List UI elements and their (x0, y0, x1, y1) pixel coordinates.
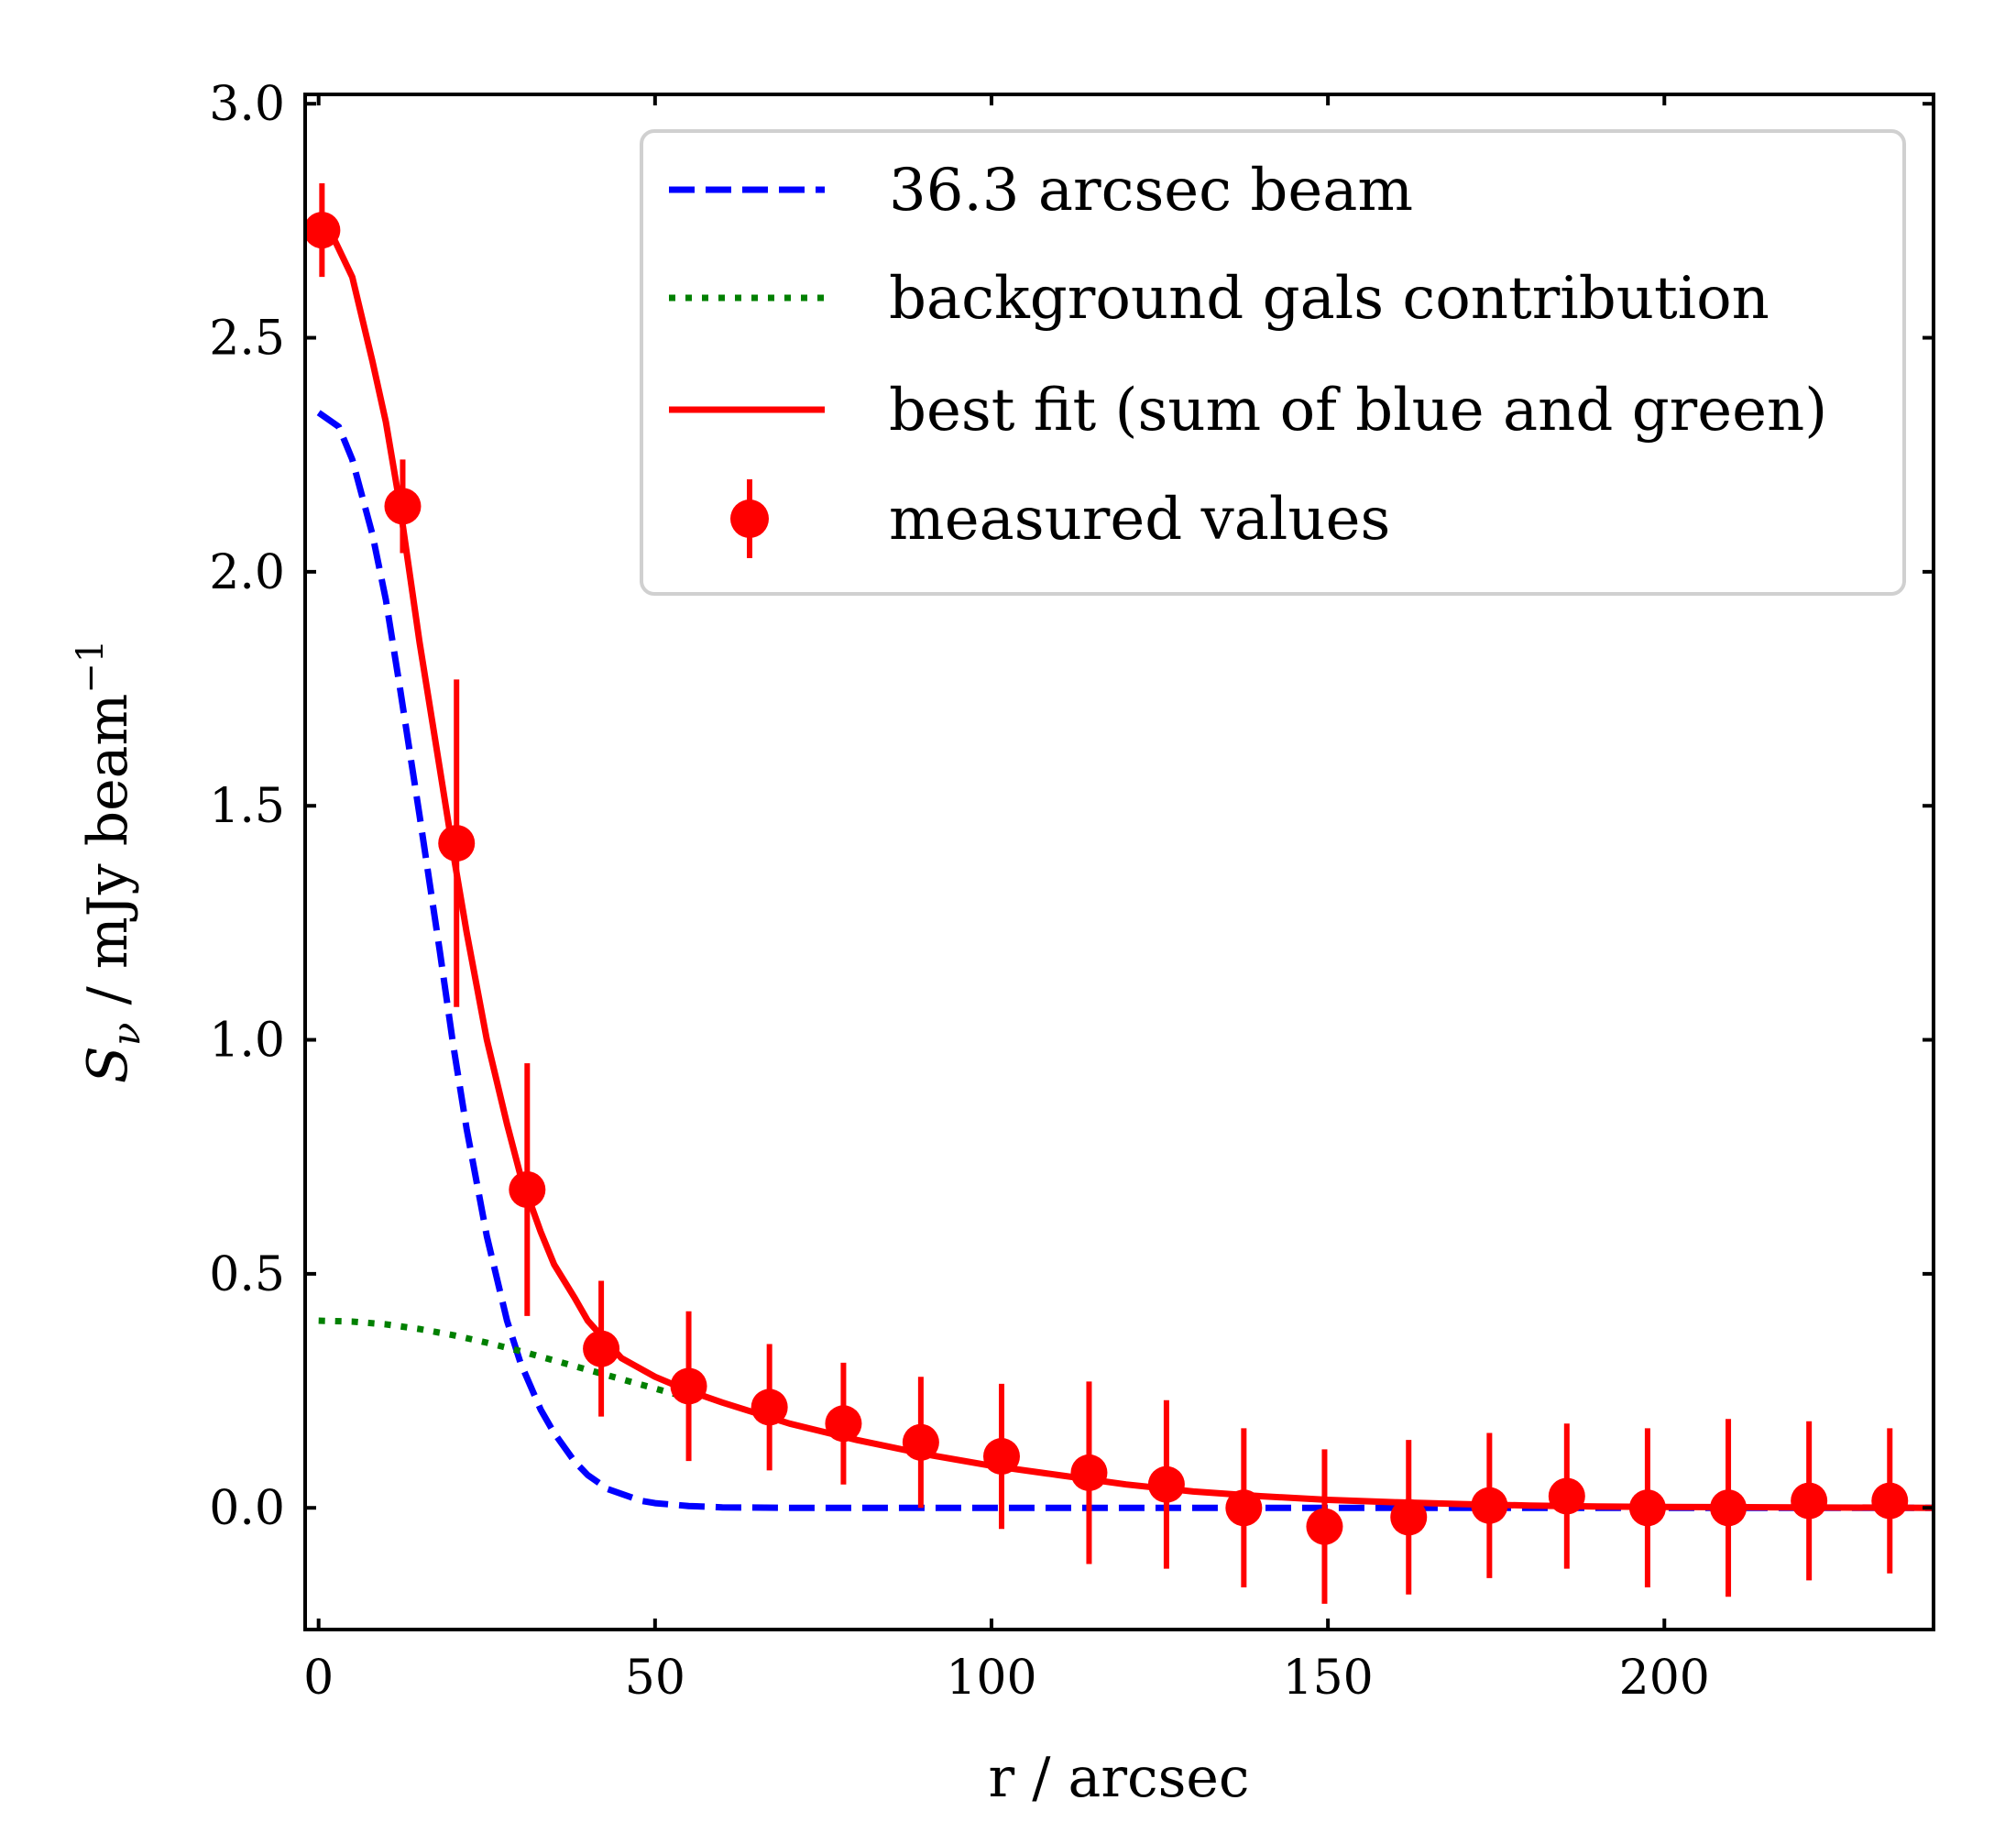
x-tick-label: 200 (1619, 1651, 1710, 1706)
data-point (825, 1405, 862, 1443)
background-curve (318, 1317, 690, 1401)
y-tick-label: 1.5 (209, 779, 285, 834)
x-tick-labels: 0 50 100 150 200 (303, 1651, 1710, 1706)
legend-label-background: background gals contribution (889, 265, 1769, 333)
legend-box (640, 129, 1906, 596)
y-label-superscript: −1 (70, 640, 112, 694)
data-point (438, 825, 476, 862)
y-tick-label: 2.0 (209, 545, 285, 600)
y-label-subscript: ν (104, 1023, 148, 1047)
y-axis-label: Sν / mJy beam−1 (70, 640, 148, 1083)
svg-text:Sν / mJy beam−1: Sν / mJy beam−1 (70, 640, 148, 1083)
plot-area (305, 183, 1934, 1604)
data-point (1791, 1482, 1828, 1520)
y-tick-label: 3.0 (209, 77, 285, 132)
data-point (1306, 1508, 1343, 1545)
y-tick-label: 0.0 (209, 1481, 285, 1536)
x-tick-label: 0 (303, 1651, 334, 1706)
x-tick-label: 50 (625, 1651, 685, 1706)
data-point (384, 488, 422, 525)
y-tick-label: 2.5 (209, 312, 285, 367)
data-point (509, 1170, 546, 1208)
legend-label-beam: 36.3 arcsec beam (889, 157, 1413, 225)
beam-curve (316, 410, 1934, 1511)
y-tick-labels: 0.0 0.5 1.0 1.5 2.0 2.5 3.0 (209, 77, 285, 1536)
legend: 36.3 arcsec beam background gals contrib… (640, 129, 1906, 596)
y-tick-label: 0.5 (209, 1247, 285, 1302)
data-point (1390, 1498, 1428, 1536)
x-tick-label: 100 (946, 1651, 1036, 1706)
x-tick-label: 150 (1282, 1651, 1373, 1706)
data-point (1871, 1482, 1909, 1520)
y-label-main: S (76, 1046, 140, 1083)
data-point (1225, 1489, 1263, 1527)
legend-swatch-measured-marker (730, 499, 769, 538)
data-point (1147, 1465, 1185, 1503)
y-tick-label: 1.0 (209, 1014, 285, 1069)
legend-label-measured: measured values (889, 486, 1390, 554)
data-point (1628, 1489, 1666, 1527)
legend-label-best-fit: best fit (sum of blue and green) (889, 377, 1827, 445)
data-point (1710, 1489, 1748, 1527)
data-point (670, 1367, 707, 1405)
data-point (1471, 1487, 1508, 1524)
axes-frame (303, 93, 1935, 1631)
data-point (751, 1388, 788, 1426)
axis-ticks (305, 94, 1934, 1630)
y-label-rest: / mJy beam (76, 694, 140, 1023)
data-point (1070, 1454, 1108, 1491)
best-fit-curve (316, 223, 1934, 1511)
x-axis-label: r / arcsec (989, 1746, 1250, 1810)
data-point (583, 1330, 620, 1367)
data-point (902, 1423, 939, 1461)
data-point (1548, 1477, 1585, 1515)
data-point (982, 1438, 1020, 1476)
data-point (305, 212, 341, 249)
